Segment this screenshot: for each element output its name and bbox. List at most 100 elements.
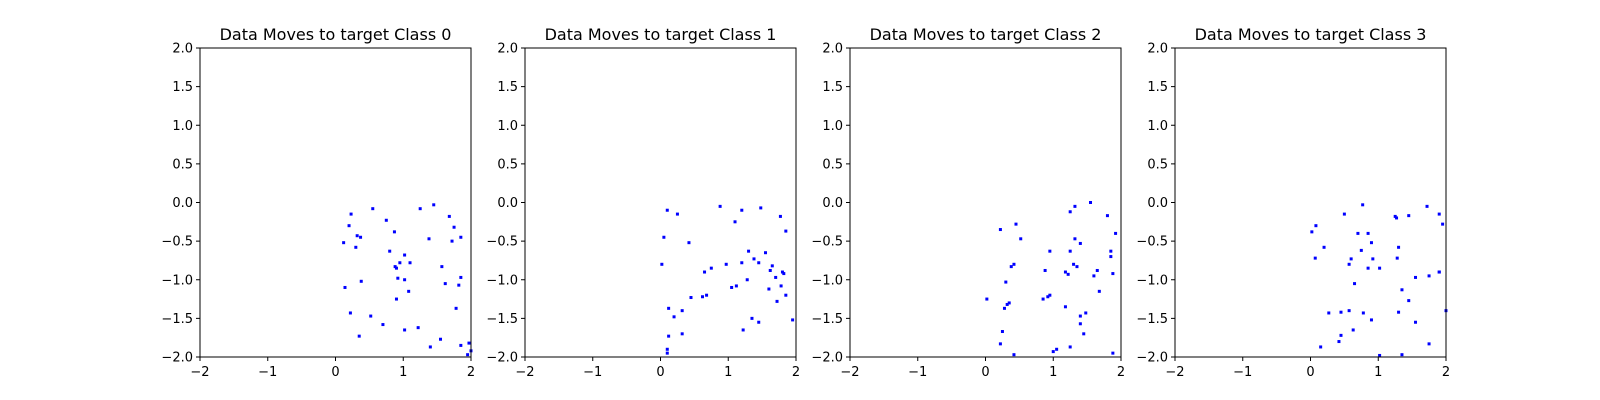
- y-tick-label: −2.0: [811, 351, 843, 366]
- data-point: [452, 225, 456, 229]
- data-point: [1075, 265, 1079, 269]
- data-point: [1400, 353, 1404, 357]
- data-point: [1078, 241, 1082, 245]
- x-tick-label: −2: [1165, 365, 1184, 380]
- plot-frame: [849, 47, 1122, 358]
- data-point: [1378, 266, 1382, 270]
- x-tick-label: 2: [1117, 365, 1125, 380]
- data-point: [359, 235, 363, 239]
- data-point: [371, 207, 375, 211]
- data-point: [1068, 210, 1072, 214]
- data-point: [740, 261, 744, 265]
- data-point: [665, 208, 669, 212]
- y-tick-label: 1.0: [497, 119, 518, 134]
- chart-title: Data Moves to target Class 0: [220, 25, 452, 44]
- data-point: [428, 345, 432, 349]
- data-point: [1427, 274, 1431, 278]
- data-point: [1378, 353, 1382, 357]
- data-point: [347, 224, 351, 228]
- data-point: [1395, 256, 1399, 260]
- data-point: [770, 264, 774, 268]
- data-point: [1361, 203, 1365, 207]
- data-point: [1407, 299, 1411, 303]
- data-point: [1397, 245, 1401, 249]
- x-tick-label: −2: [190, 365, 209, 380]
- data-point: [1063, 270, 1067, 274]
- data-point: [757, 320, 761, 324]
- data-point: [768, 268, 772, 272]
- y-tick-label: 0.5: [1147, 157, 1168, 172]
- data-point: [718, 204, 722, 208]
- data-point: [791, 318, 795, 322]
- x-tick-label: 1: [724, 365, 732, 380]
- data-point: [1359, 248, 1363, 252]
- data-point: [724, 262, 728, 266]
- data-point: [741, 328, 745, 332]
- chart-panel-2: Data Moves to target Class 2 −2 −1 0 1 2 2.0 1.…: [811, 25, 1125, 380]
- data-point: [443, 282, 447, 286]
- data-point: [1425, 204, 1429, 208]
- data-point: [775, 299, 779, 303]
- data-point: [1349, 257, 1353, 261]
- y-tick-label: 0.0: [497, 196, 518, 211]
- data-point: [398, 261, 402, 265]
- y-tick-label: −2.0: [486, 351, 518, 366]
- x-tick-label: 1: [1049, 365, 1057, 380]
- x-tick-label: −1: [258, 365, 277, 380]
- y-tick-label: 1.5: [172, 80, 193, 95]
- x-tick-label: 0: [331, 365, 339, 380]
- data-point: [757, 261, 761, 265]
- data-point: [750, 316, 754, 320]
- data-point: [665, 351, 669, 355]
- data-point: [1371, 257, 1375, 261]
- chart-title: Data Moves to target Class 1: [545, 25, 777, 44]
- x-tick-label: 2: [1442, 365, 1450, 380]
- data-point: [1347, 262, 1351, 266]
- data-point: [1366, 231, 1370, 235]
- data-point: [343, 285, 347, 289]
- data-point: [1437, 212, 1441, 216]
- y-tick-label: 0.0: [822, 196, 843, 211]
- data-point: [774, 275, 778, 279]
- chart-title: Data Moves to target Class 3: [1195, 25, 1427, 44]
- data-point: [1361, 311, 1365, 315]
- x-tick-label: 1: [399, 365, 407, 380]
- data-point: [354, 245, 358, 249]
- data-point: [440, 265, 444, 269]
- x-tick-label: −2: [515, 365, 534, 380]
- data-point: [1314, 224, 1318, 228]
- data-point: [672, 315, 676, 319]
- data-point: [759, 206, 763, 210]
- y-tick-label: −1.0: [1136, 273, 1168, 288]
- data-point: [764, 251, 768, 255]
- data-point: [667, 334, 671, 338]
- data-point: [1009, 265, 1013, 269]
- chart-panel-3: Data Moves to target Class 3 −2 −1 0 1 2 2.0 1.…: [1136, 25, 1450, 380]
- data-point: [1043, 268, 1047, 272]
- y-tick-label: −1.0: [811, 273, 843, 288]
- data-point: [1019, 237, 1023, 241]
- x-tick-label: 2: [792, 365, 800, 380]
- x-tick-label: −1: [908, 365, 927, 380]
- data-point: [1000, 330, 1004, 334]
- data-point: [416, 326, 420, 330]
- plot-frame: [1174, 47, 1447, 358]
- x-tick-label: 0: [656, 365, 664, 380]
- data-point: [1092, 274, 1096, 278]
- data-point: [1347, 309, 1351, 313]
- data-point: [675, 212, 679, 216]
- y-tick-label: −1.0: [486, 273, 518, 288]
- data-point: [407, 289, 411, 293]
- data-point: [459, 343, 463, 347]
- y-tick-label: −0.5: [811, 235, 843, 250]
- data-point: [439, 337, 443, 341]
- data-point: [369, 314, 373, 318]
- data-point: [687, 241, 691, 245]
- data-point: [454, 306, 458, 310]
- data-point: [998, 342, 1002, 346]
- data-point: [1407, 214, 1411, 218]
- data-point: [752, 257, 756, 261]
- data-point: [459, 235, 463, 239]
- x-tick-label: −1: [1233, 365, 1252, 380]
- data-point: [1397, 310, 1401, 314]
